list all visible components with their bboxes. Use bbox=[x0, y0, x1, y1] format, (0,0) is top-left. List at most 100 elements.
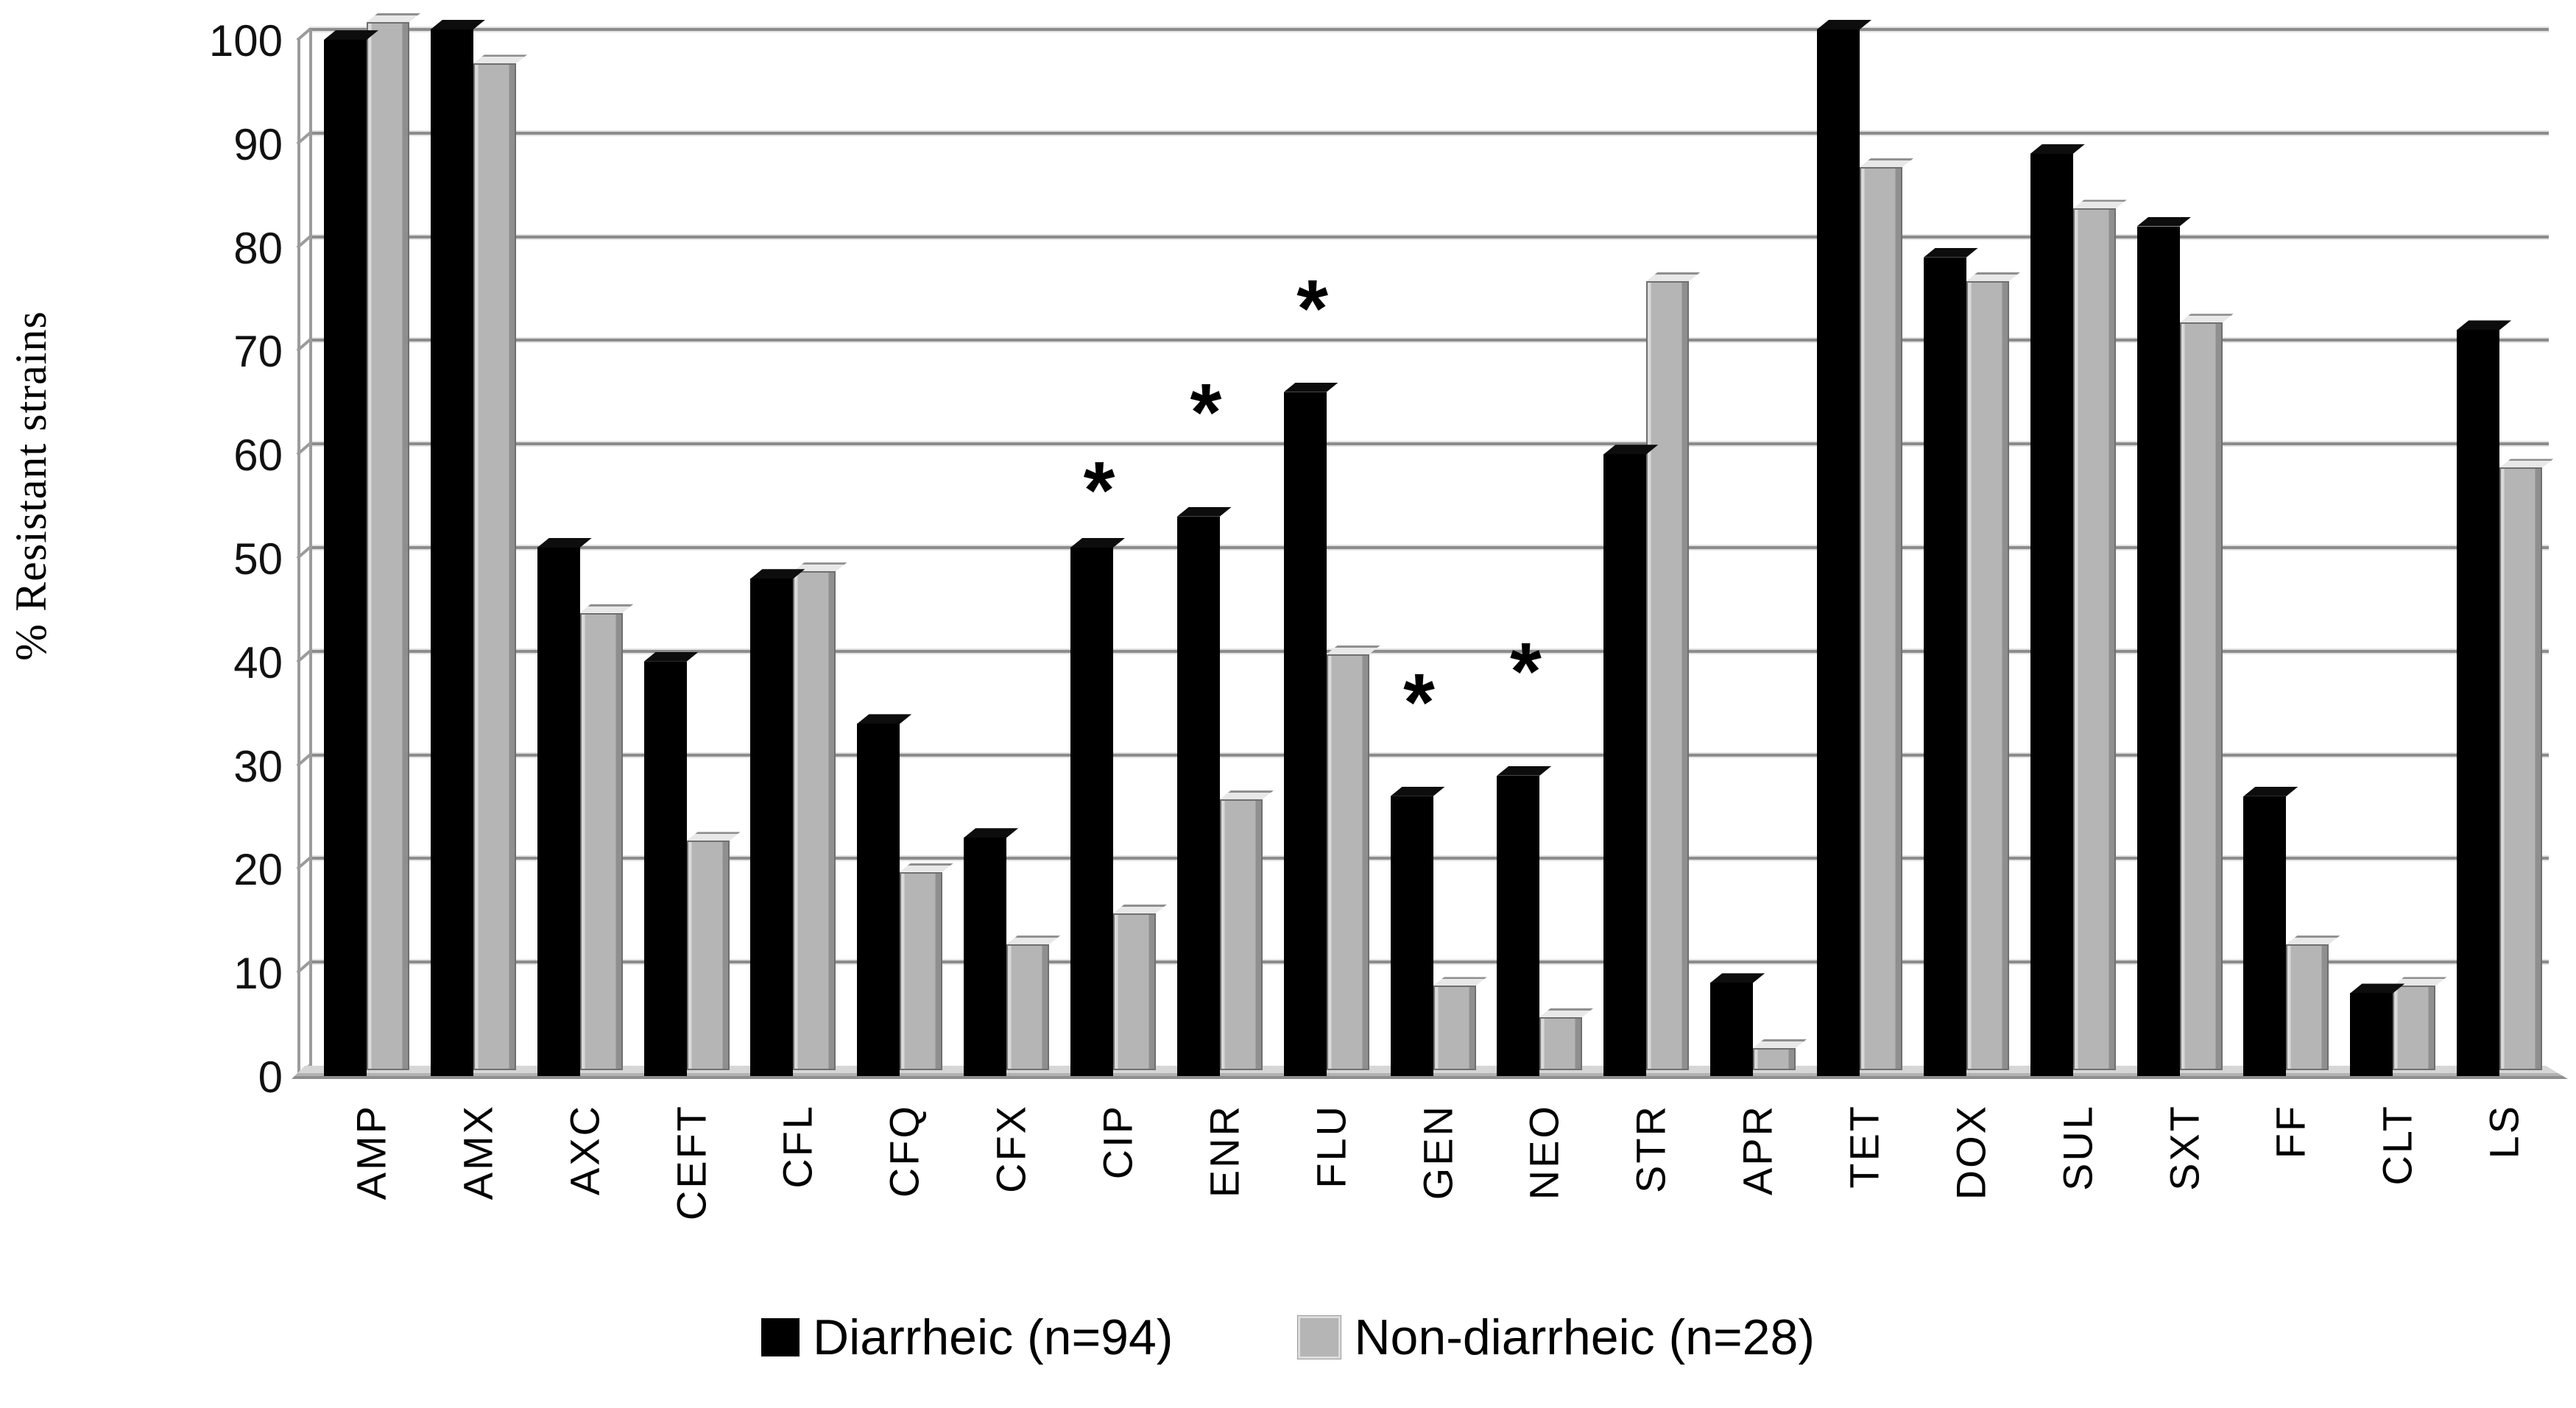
bar-diarrheic-FF bbox=[2243, 796, 2287, 1076]
bar-top-diarrheic-CFL bbox=[750, 569, 805, 579]
gray-square-swatch-icon bbox=[1297, 1315, 1342, 1359]
black-square-swatch-icon bbox=[761, 1318, 800, 1356]
bar-top-non-diarrheic-GEN bbox=[1433, 977, 1487, 986]
x-label-CFQ: CFQ bbox=[881, 1104, 928, 1198]
gridline-60 bbox=[309, 442, 2549, 446]
bar-top-diarrheic-CIP bbox=[1070, 538, 1125, 548]
bar-non-diarrheic-ENR bbox=[1219, 799, 1263, 1070]
y-tick-label-40: 40 bbox=[233, 637, 283, 687]
bar-diarrheic-AMX bbox=[430, 29, 473, 1076]
y-tick-label-80: 80 bbox=[233, 223, 283, 273]
bar-diarrheic-APR bbox=[1710, 983, 1754, 1076]
y-tick-label-60: 60 bbox=[233, 431, 283, 481]
x-label-STR: STR bbox=[1627, 1104, 1674, 1193]
bar-non-diarrheic-AMP bbox=[367, 22, 409, 1070]
bar-top-diarrheic-DOX bbox=[1924, 248, 1978, 258]
bar-top-diarrheic-CEFT bbox=[644, 652, 699, 662]
x-label-CIP: CIP bbox=[1094, 1104, 1141, 1180]
bar-top-diarrheic-LS bbox=[2457, 320, 2511, 330]
bar-non-diarrheic-APR bbox=[1753, 1047, 1796, 1070]
bar-diarrheic-AMP bbox=[324, 40, 367, 1076]
y-tick-label-10: 10 bbox=[233, 949, 283, 999]
bar-non-diarrheic-GEN bbox=[1433, 986, 1476, 1070]
bar-top-non-diarrheic-CFQ bbox=[900, 863, 953, 872]
x-label-AMP: AMP bbox=[347, 1104, 395, 1200]
legend-item-non-diarrheic: Non-diarrheic (n=28) bbox=[1297, 1309, 1815, 1366]
x-label-SUL: SUL bbox=[2054, 1104, 2101, 1191]
bar-top-non-diarrheic-CEFT bbox=[687, 832, 741, 841]
bar-diarrheic-ENR bbox=[1176, 516, 1220, 1076]
bar-top-diarrheic-AXC bbox=[537, 538, 592, 548]
legend-label-diarrheic: Diarrheic (n=94) bbox=[813, 1309, 1174, 1365]
x-label-FLU: FLU bbox=[1308, 1104, 1355, 1189]
legend-item-diarrheic: Diarrheic (n=94) bbox=[761, 1309, 1173, 1366]
bar-top-diarrheic-TET bbox=[1817, 20, 1871, 29]
bar-top-diarrheic-GEN bbox=[1391, 787, 1445, 796]
bar-top-diarrheic-STR bbox=[1603, 445, 1658, 454]
bar-diarrheic-FLU bbox=[1283, 392, 1327, 1076]
bar-diarrheic-LS bbox=[2457, 330, 2500, 1076]
bar-non-diarrheic-CFL bbox=[793, 571, 836, 1070]
bar-top-diarrheic-CFX bbox=[964, 828, 1018, 838]
bar-diarrheic-CLT bbox=[2350, 993, 2393, 1076]
bar-diarrheic-CFQ bbox=[857, 724, 900, 1076]
bar-top-diarrheic-CLT bbox=[2350, 983, 2404, 993]
x-label-ENR: ENR bbox=[1201, 1104, 1248, 1198]
bar-top-non-diarrheic-AXC bbox=[580, 604, 634, 613]
bar-top-diarrheic-ENR bbox=[1177, 507, 1232, 517]
bar-non-diarrheic-SXT bbox=[2179, 322, 2223, 1070]
bar-top-non-diarrheic-NEO bbox=[1539, 1008, 1593, 1017]
bar-diarrheic-STR bbox=[1603, 454, 1647, 1076]
y-tick-label-30: 30 bbox=[233, 741, 283, 791]
significance-asterisk-GEN: * bbox=[1403, 657, 1435, 749]
bar-diarrheic-SUL bbox=[2030, 153, 2073, 1076]
bar-diarrheic-CEFT bbox=[643, 661, 687, 1076]
bar-non-diarrheic-TET bbox=[1860, 167, 1902, 1070]
bar-top-non-diarrheic-AMX bbox=[473, 54, 527, 63]
x-label-SXT: SXT bbox=[2161, 1104, 2208, 1191]
gridline-100 bbox=[309, 28, 2549, 31]
bar-top-diarrheic-AMX bbox=[431, 20, 485, 29]
bar-top-non-diarrheic-SXT bbox=[2180, 314, 2234, 322]
y-tick-label-90: 90 bbox=[233, 119, 283, 169]
x-label-CEFT: CEFT bbox=[668, 1104, 715, 1221]
gridline-50 bbox=[309, 546, 2549, 549]
x-label-FF: FF bbox=[2267, 1104, 2314, 1159]
bar-non-diarrheic-CIP bbox=[1113, 913, 1156, 1070]
bar-diarrheic-SXT bbox=[2136, 226, 2180, 1076]
bar-diarrheic-AXC bbox=[537, 548, 580, 1076]
bar-non-diarrheic-CFX bbox=[1006, 944, 1050, 1070]
bar-top-diarrheic-FF bbox=[2243, 787, 2298, 796]
x-label-AXC: AXC bbox=[561, 1104, 608, 1196]
gridline-40 bbox=[309, 649, 2549, 653]
bar-non-diarrheic-SUL bbox=[2072, 208, 2116, 1070]
bar-non-diarrheic-FF bbox=[2286, 944, 2329, 1070]
x-label-CFX: CFX bbox=[987, 1104, 1034, 1193]
x-label-TET: TET bbox=[1841, 1104, 1888, 1189]
bar-top-non-diarrheic-CIP bbox=[1113, 905, 1167, 913]
bar-top-diarrheic-APR bbox=[1710, 973, 1765, 983]
bar-diarrheic-CFL bbox=[750, 579, 794, 1076]
bar-non-diarrheic-LS bbox=[2499, 467, 2543, 1070]
x-label-CFL: CFL bbox=[774, 1104, 821, 1189]
bar-diarrheic-TET bbox=[1817, 29, 1860, 1076]
bar-non-diarrheic-CEFT bbox=[686, 841, 730, 1070]
bar-top-diarrheic-NEO bbox=[1497, 766, 1551, 776]
bar-top-non-diarrheic-LS bbox=[2499, 459, 2553, 467]
gridline-30 bbox=[309, 753, 2549, 757]
bar-top-diarrheic-SUL bbox=[2030, 144, 2085, 154]
bar-non-diarrheic-DOX bbox=[1966, 281, 2009, 1070]
significance-asterisk-FLU: * bbox=[1296, 263, 1329, 355]
bar-non-diarrheic-AMX bbox=[473, 63, 516, 1070]
y-tick-label-0: 0 bbox=[258, 1053, 283, 1102]
bar-top-non-diarrheic-ENR bbox=[1220, 790, 1274, 799]
y-tick-label-50: 50 bbox=[233, 534, 283, 584]
bar-non-diarrheic-AXC bbox=[579, 612, 623, 1070]
bar-top-non-diarrheic-FLU bbox=[1327, 645, 1380, 654]
bar-top-non-diarrheic-STR bbox=[1646, 272, 1700, 281]
bar-top-non-diarrheic-APR bbox=[1753, 1039, 1807, 1048]
y-axis-title: % Resistant strains bbox=[7, 311, 55, 661]
x-label-LS: LS bbox=[2480, 1104, 2527, 1159]
bar-non-diarrheic-CFQ bbox=[900, 871, 943, 1070]
